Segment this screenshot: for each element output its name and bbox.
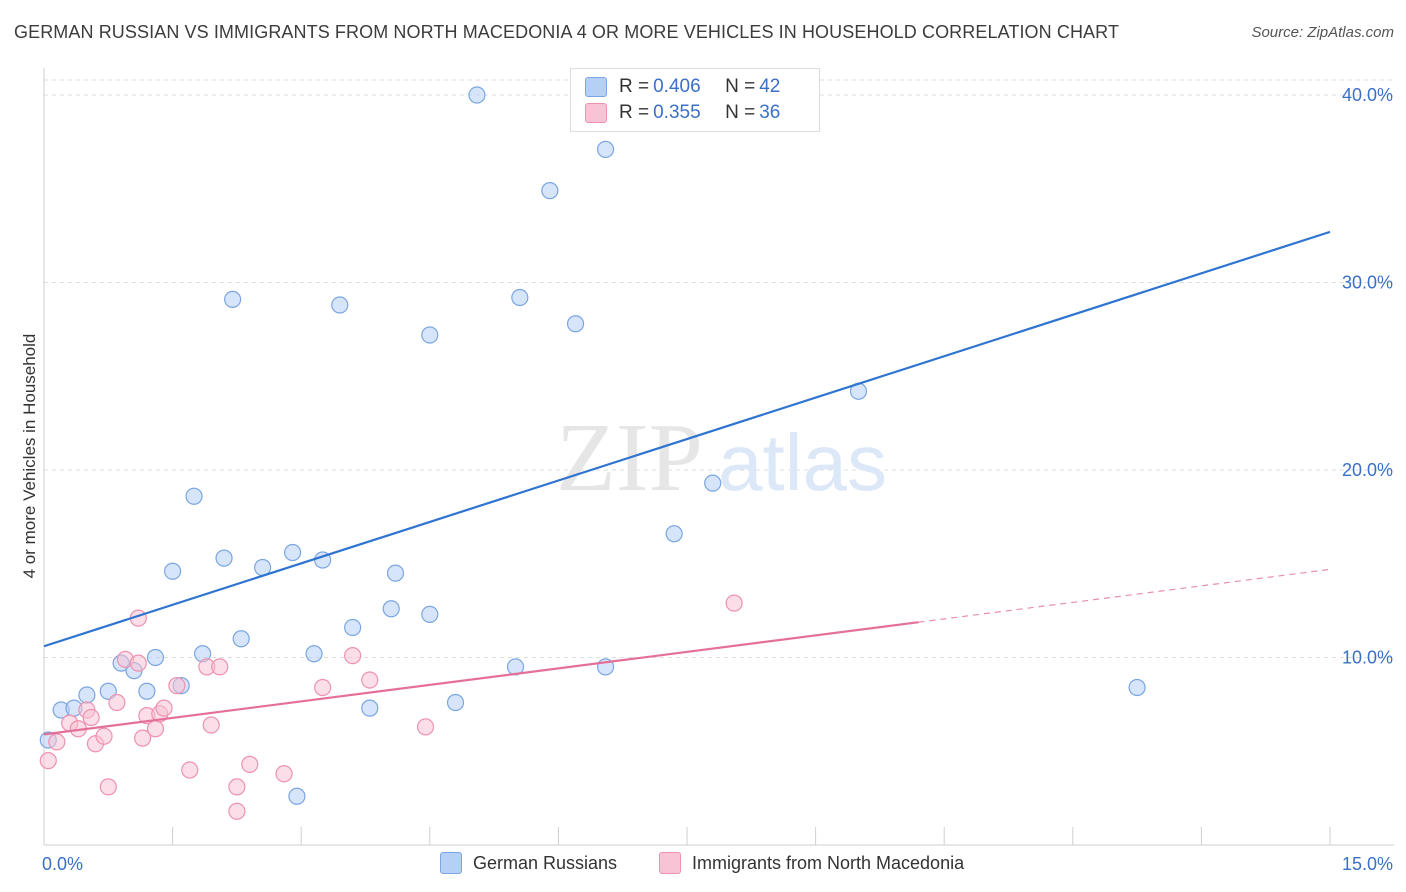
tick-labels: 10.0% 20.0% 30.0% 40.0% 0.0% 15.0% <box>42 85 1393 874</box>
data-point-blue <box>215 549 233 567</box>
data-point-pink <box>82 708 100 727</box>
data-point-blue <box>566 315 585 333</box>
data-point-blue <box>665 525 683 543</box>
chart-title: GERMAN RUSSIAN VS IMMIGRANTS FROM NORTH … <box>14 22 1120 42</box>
data-point-blue <box>1128 678 1146 697</box>
data-point-blue <box>382 600 400 618</box>
data-point-pink <box>416 718 435 736</box>
data-point-blue <box>511 288 529 307</box>
data-point-blue <box>446 693 465 712</box>
data-points <box>39 86 1146 820</box>
data-point-pink <box>146 720 165 738</box>
data-point-pink <box>361 671 379 689</box>
bottom-legend-label: Immigrants from North Macedonia <box>692 852 965 873</box>
data-point-blue <box>421 326 439 344</box>
data-point-pink <box>314 678 332 697</box>
legend-swatch-pink <box>585 103 607 123</box>
data-point-pink <box>155 699 173 717</box>
data-point-pink <box>108 693 126 712</box>
y-tick-label: 30.0% <box>1342 273 1393 293</box>
legend-n-label: N = <box>725 76 756 97</box>
data-point-blue <box>386 564 405 582</box>
legend-r-value: 0.406 <box>653 76 701 97</box>
trend-lines <box>43 230 1331 736</box>
data-point-blue <box>224 290 242 308</box>
data-point-blue <box>146 648 165 667</box>
trend-line-extension-pink <box>918 568 1331 623</box>
trend-line-blue <box>43 230 1331 648</box>
stats-legend: R = 0.406 N = 42 R = 0.355 N = 36 <box>570 68 820 132</box>
source-label: Source: ZipAtlas.com <box>1251 24 1394 41</box>
grid-lines <box>44 79 1394 658</box>
data-point-pink <box>181 761 199 779</box>
bottom-legend-swatch-blue <box>440 852 462 874</box>
data-point-pink <box>168 677 186 695</box>
data-point-pink <box>228 778 246 796</box>
data-point-blue <box>704 474 722 492</box>
data-point-blue <box>421 605 439 623</box>
x-tick-label: 15.0% <box>1342 854 1393 874</box>
data-point-pink <box>211 658 229 676</box>
data-point-blue <box>541 182 559 200</box>
legend-r-label: R = <box>619 102 650 123</box>
legend-row-north-macedonia: R = 0.355 N = 36 <box>585 101 780 125</box>
legend-row-german-russians: R = 0.406 N = 42 <box>585 75 780 99</box>
x-tick-label: 0.0% <box>42 854 83 874</box>
data-point-blue <box>468 86 486 104</box>
bottom-legend-label: German Russians <box>473 852 618 873</box>
data-point-blue <box>284 543 302 562</box>
data-point-pink <box>39 752 57 770</box>
bottom-legend-german-russians: German Russians <box>440 852 617 874</box>
legend-r-value: 0.355 <box>653 102 701 123</box>
watermark-atlas: atlas <box>718 418 887 507</box>
data-point-pink <box>99 778 117 796</box>
bottom-legend: German Russians Immigrants from North Ma… <box>0 852 1406 878</box>
data-point-blue <box>138 682 156 700</box>
data-point-pink <box>344 647 362 665</box>
data-point-pink <box>95 727 113 745</box>
data-point-blue <box>232 630 250 648</box>
trend-line-pink <box>43 621 919 736</box>
data-point-pink <box>202 716 220 734</box>
legend-n-value: 36 <box>759 102 781 123</box>
y-tick-label: 20.0% <box>1342 460 1393 480</box>
data-point-blue <box>164 562 182 580</box>
data-point-blue <box>331 296 349 314</box>
data-point-pink <box>133 729 152 747</box>
data-point-blue <box>78 686 96 704</box>
data-point-blue <box>361 699 379 717</box>
data-point-blue <box>305 645 323 663</box>
y-tick-label: 40.0% <box>1342 85 1393 105</box>
data-point-blue <box>596 140 615 158</box>
legend-n-label: N = <box>725 102 756 123</box>
data-point-pink <box>129 654 147 672</box>
data-point-blue <box>288 787 306 805</box>
axes <box>43 68 1394 846</box>
data-point-pink <box>275 765 293 783</box>
data-point-pink <box>228 802 246 820</box>
bottom-legend-north-macedonia: Immigrants from North Macedonia <box>659 852 964 874</box>
data-point-blue <box>344 618 362 637</box>
data-point-pink <box>725 594 743 612</box>
y-tick-label: 10.0% <box>1342 648 1393 668</box>
data-point-pink <box>241 755 259 773</box>
data-point-blue <box>185 487 203 505</box>
legend-swatch-blue <box>585 77 607 97</box>
bottom-legend-swatch-pink <box>659 852 681 874</box>
legend-n-value: 42 <box>759 76 781 97</box>
legend-r-label: R = <box>619 76 650 97</box>
data-point-pink <box>48 733 66 751</box>
